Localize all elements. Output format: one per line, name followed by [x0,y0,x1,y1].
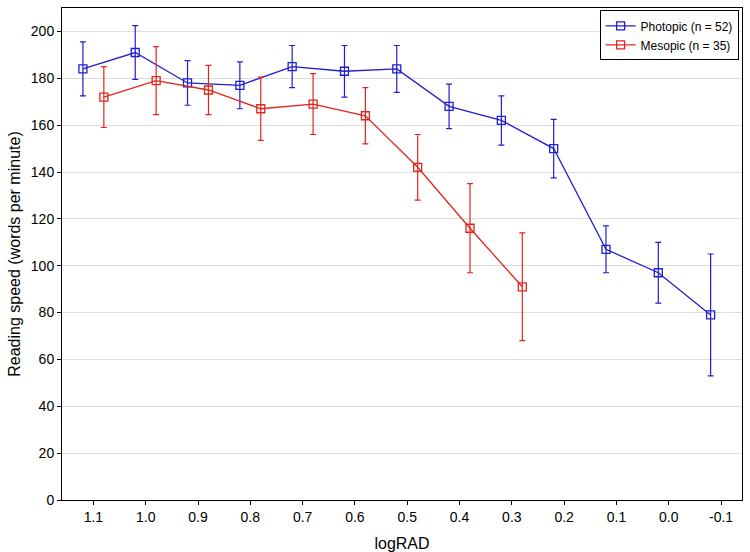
svg-text:0.4: 0.4 [450,509,470,525]
svg-text:logRAD: logRAD [374,535,429,552]
svg-text:1.1: 1.1 [84,509,104,525]
svg-text:Photopic (n = 52): Photopic (n = 52) [641,20,733,34]
svg-text:0.1: 0.1 [607,509,627,525]
svg-text:Mesopic (n = 35): Mesopic (n = 35) [641,39,731,53]
svg-text:0: 0 [46,492,54,508]
svg-text:0.9: 0.9 [188,509,208,525]
svg-text:180: 180 [31,70,55,86]
svg-text:60: 60 [39,351,55,367]
svg-text:0.3: 0.3 [502,509,522,525]
svg-text:20: 20 [39,445,55,461]
svg-text:0.6: 0.6 [345,509,365,525]
svg-text:80: 80 [39,304,55,320]
svg-text:0.5: 0.5 [397,509,417,525]
svg-text:1.0: 1.0 [136,509,156,525]
svg-text:140: 140 [31,164,55,180]
svg-text:0.7: 0.7 [293,509,313,525]
svg-text:160: 160 [31,117,55,133]
svg-text:Reading speed (words per minut: Reading speed (words per minute) [6,131,23,376]
svg-text:120: 120 [31,211,55,227]
svg-text:0.8: 0.8 [241,509,261,525]
svg-text:-0.1: -0.1 [709,509,733,525]
svg-text:100: 100 [31,258,55,274]
svg-text:40: 40 [39,398,55,414]
svg-text:200: 200 [31,23,55,39]
svg-text:0.0: 0.0 [659,509,679,525]
svg-text:0.2: 0.2 [554,509,574,525]
